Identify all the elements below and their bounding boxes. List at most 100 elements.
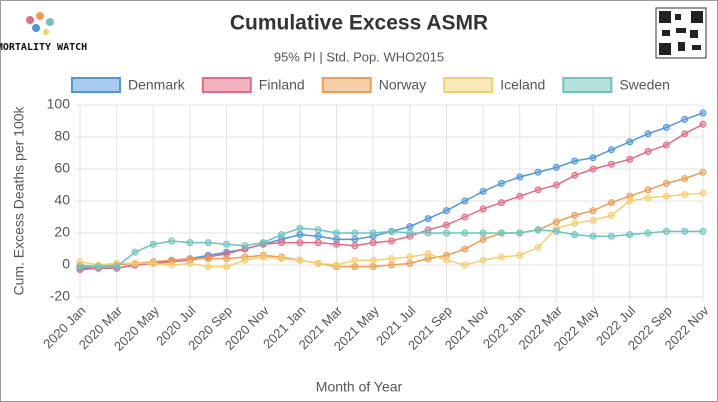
- data-point: [204, 255, 212, 263]
- data-point: [186, 259, 194, 267]
- legend-swatch: [562, 77, 613, 93]
- data-point: [626, 231, 634, 239]
- data-point: [461, 229, 469, 237]
- data-point: [607, 232, 615, 240]
- data-point: [406, 229, 414, 237]
- legend-label: Finland: [259, 77, 305, 93]
- data-point: [314, 232, 322, 240]
- data-point: [314, 226, 322, 234]
- legend-item: Norway: [321, 77, 426, 93]
- data-point: [424, 229, 432, 237]
- data-point: [699, 168, 707, 176]
- legend-swatch: [443, 77, 494, 93]
- data-point: [351, 256, 359, 264]
- data-point: [534, 226, 542, 234]
- data-point: [534, 168, 542, 176]
- data-point: [626, 155, 634, 163]
- legend-item: Finland: [201, 77, 305, 93]
- data-point: [589, 165, 597, 173]
- data-point: [516, 173, 524, 181]
- data-point: [571, 219, 579, 227]
- legend-label: Sweden: [619, 77, 670, 93]
- data-point: [662, 179, 670, 187]
- data-point: [296, 256, 304, 264]
- data-point: [497, 199, 505, 207]
- data-point: [131, 259, 139, 267]
- y-tick-label: -20: [50, 288, 70, 304]
- legend-item: Denmark: [71, 77, 186, 93]
- legend-swatch: [71, 77, 121, 93]
- data-point: [552, 218, 560, 226]
- data-point: [571, 171, 579, 179]
- data-point: [662, 192, 670, 200]
- data-point: [662, 141, 670, 149]
- x-axis-title: Month of Year: [316, 379, 403, 395]
- data-point: [314, 259, 322, 267]
- data-point: [644, 130, 652, 138]
- y-tick-label: 80: [54, 128, 70, 144]
- data-point: [204, 263, 212, 271]
- data-point: [516, 192, 524, 200]
- data-point: [278, 255, 286, 263]
- data-point: [131, 248, 139, 256]
- data-point: [424, 250, 432, 258]
- y-tick-label: 100: [47, 96, 71, 112]
- data-point: [497, 179, 505, 187]
- data-point: [607, 146, 615, 154]
- data-point: [406, 223, 414, 231]
- data-point: [681, 115, 689, 123]
- data-point: [571, 157, 579, 165]
- data-point: [388, 227, 395, 235]
- legend-swatch: [321, 77, 372, 93]
- data-point: [589, 216, 597, 224]
- data-point: [369, 239, 377, 247]
- data-point: [314, 239, 322, 247]
- data-point: [589, 154, 597, 162]
- data-point: [351, 263, 359, 271]
- logo-text: MORTALITY WATCH: [0, 42, 87, 53]
- data-point: [424, 215, 432, 223]
- data-point: [589, 207, 597, 215]
- data-point: [186, 239, 194, 247]
- data-point: [699, 189, 707, 197]
- chart-title: Cumulative Excess ASMR: [230, 12, 488, 35]
- data-point: [607, 211, 615, 219]
- data-point: [552, 227, 560, 235]
- data-point: [644, 147, 652, 155]
- data-point: [699, 227, 707, 235]
- data-point: [351, 229, 359, 237]
- data-point: [406, 253, 414, 261]
- data-point: [406, 259, 414, 267]
- data-point: [461, 245, 469, 253]
- data-point: [571, 231, 579, 239]
- data-point: [442, 229, 450, 237]
- data-point: [534, 186, 542, 194]
- data-point: [516, 251, 524, 259]
- data-point: [479, 235, 487, 243]
- y-tick-label: 0: [62, 256, 70, 272]
- y-tick-label: 20: [54, 224, 70, 240]
- data-point: [259, 253, 267, 261]
- data-point: [442, 207, 450, 215]
- data-point: [333, 229, 341, 237]
- data-point: [534, 243, 542, 251]
- data-point: [296, 231, 304, 239]
- data-point: [149, 259, 157, 267]
- data-point: [223, 263, 231, 271]
- legend-item: Sweden: [562, 77, 670, 93]
- data-point: [681, 191, 689, 199]
- data-point: [644, 186, 652, 194]
- data-point: [388, 261, 395, 269]
- data-point: [113, 263, 121, 271]
- data-point: [461, 261, 469, 269]
- data-point: [699, 109, 707, 117]
- legend-label: Norway: [379, 77, 426, 93]
- data-point: [626, 138, 634, 146]
- data-point: [168, 261, 176, 269]
- legend-swatch: [201, 77, 252, 93]
- data-point: [479, 205, 487, 213]
- data-point: [479, 187, 487, 195]
- data-point: [351, 235, 359, 243]
